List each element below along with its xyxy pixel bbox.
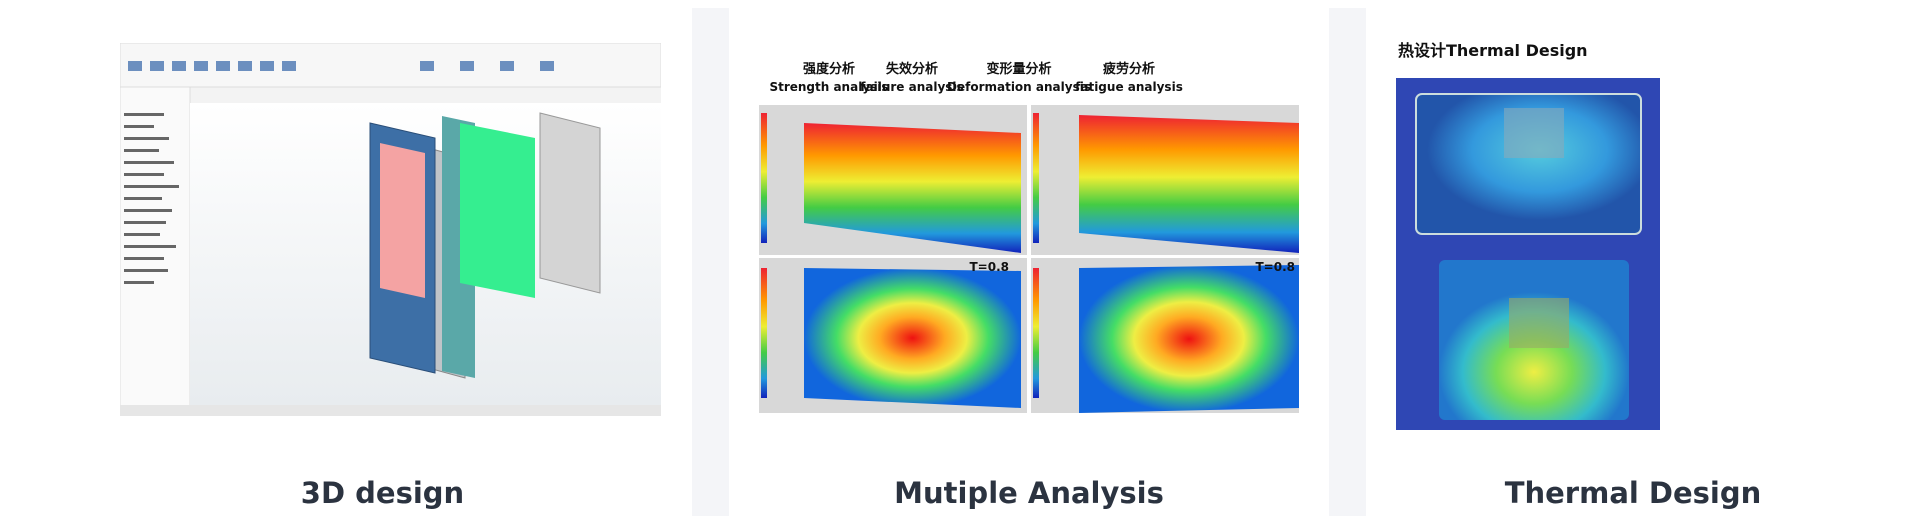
card-caption: 3D design (300, 476, 465, 510)
analysis-cn: 疲劳分析 (1103, 61, 1155, 77)
analysis-cn: 强度分析 (803, 61, 855, 77)
gap (692, 8, 729, 516)
cad-screenshot (120, 43, 661, 416)
analysis-image: 强度分析 Strength analysis 失效分析 failure analysi… (759, 53, 1299, 418)
card: 热设计Thermal Design Thermal Design (1366, 8, 1920, 516)
analysis-en: failure analysis (860, 80, 963, 94)
image-title: 热设计Thermal Design (1398, 41, 1588, 60)
analysis-en: Strength analysis (769, 80, 888, 94)
panel-label: T=0.8 (970, 260, 1010, 274)
card-caption: Thermal Design (1504, 476, 1762, 510)
panel-label: T=0.8 (1256, 260, 1296, 274)
card: 3D design (73, 8, 692, 516)
analysis-en: fatigue analysis (1075, 80, 1183, 94)
card: 强度分析 Strength analysis 失效分析 failure analysi… (729, 8, 1329, 516)
analysis-en: Deformation analysis (947, 80, 1091, 94)
card-caption: Mutiple Analysis (894, 476, 1164, 510)
analysis-cn: 变形量分析 (986, 61, 1051, 77)
thermal-image: 热设计Thermal Design (1396, 41, 1660, 430)
analysis-cn: 失效分析 (886, 61, 938, 77)
gap (1329, 8, 1366, 516)
